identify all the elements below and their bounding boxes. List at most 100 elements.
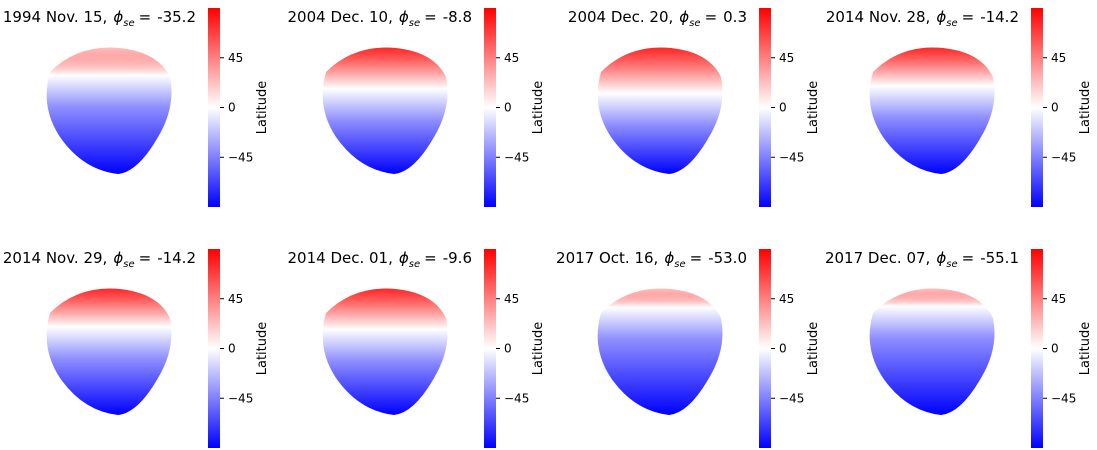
phi-symbol: ϕ xyxy=(664,249,674,267)
phi-subscript: se xyxy=(123,259,134,270)
phi-value: -8.8 xyxy=(443,8,472,26)
phi-subscript: se xyxy=(674,259,685,270)
colorbar-label: Latitude xyxy=(531,81,546,135)
phi-symbol: ϕ xyxy=(936,249,946,267)
colorbar-label: Latitude xyxy=(806,322,821,376)
colorbar xyxy=(759,8,771,207)
phi-symbol: ϕ xyxy=(936,8,946,26)
colorbar-tick-label: −45 xyxy=(1051,150,1076,164)
colorbar-tick-label: −45 xyxy=(504,391,529,405)
phi-sign: = xyxy=(424,249,437,267)
colorbar-tick-label: 0 xyxy=(228,342,236,356)
phi-value: 0.3 xyxy=(723,8,747,26)
title-date: 2017 Dec. 07, xyxy=(825,249,930,267)
phi-subscript: se xyxy=(689,18,700,29)
phi-subscript: se xyxy=(946,259,957,270)
phi-value: -14.2 xyxy=(157,249,196,267)
shape-model xyxy=(46,288,172,415)
colorbar xyxy=(208,8,220,207)
colorbar-label: Latitude xyxy=(1078,322,1093,376)
shape-model xyxy=(869,288,995,415)
phi-symbol: ϕ xyxy=(679,8,689,26)
colorbar-tick-label: 45 xyxy=(504,292,519,306)
title-date: 2004 Dec. 20, xyxy=(568,8,673,26)
panel-title: 2017 Oct. 16, ϕse = -53.0 xyxy=(556,249,747,270)
colorbar-tick-label: 45 xyxy=(1051,51,1066,65)
phi-value: -9.6 xyxy=(443,249,472,267)
colorbar xyxy=(208,249,220,448)
title-date: 2014 Nov. 29, xyxy=(3,249,107,267)
phi-symbol: ϕ xyxy=(399,8,409,26)
panel-title: 2014 Dec. 01, ϕse = -9.6 xyxy=(288,249,473,270)
colorbar-tick-label: 0 xyxy=(504,342,512,356)
panel: 2014 Dec. 01, ϕse = -9.6 −45 0 45 Latitude xyxy=(288,249,546,448)
phi-sign: = xyxy=(962,249,975,267)
colorbar-tick-label: 0 xyxy=(504,101,512,115)
colorbar xyxy=(759,249,771,448)
phi-sign: = xyxy=(424,8,437,26)
colorbar-label: Latitude xyxy=(255,322,270,376)
colorbar-tick-label: 45 xyxy=(504,51,519,65)
colorbar-tick-label: 45 xyxy=(1051,292,1066,306)
phi-subscript: se xyxy=(409,259,420,270)
colorbar xyxy=(484,8,496,207)
shape-model xyxy=(322,47,448,174)
colorbar-tick-label: 45 xyxy=(779,292,794,306)
phi-subscript: se xyxy=(123,18,134,29)
colorbar-label: Latitude xyxy=(1078,81,1093,135)
panel: 2004 Dec. 10, ϕse = -8.8 −45 0 45 Latitude xyxy=(288,8,546,207)
colorbar xyxy=(1031,249,1043,448)
phi-sign: = xyxy=(705,8,718,26)
panel: 1994 Nov. 15, ϕse = -35.2 −45 0 45 Latitude xyxy=(3,8,270,207)
phi-sign: = xyxy=(139,8,152,26)
phi-value: -55.1 xyxy=(980,249,1019,267)
title-date: 1994 Nov. 15, xyxy=(3,8,107,26)
title-date: 2014 Dec. 01, xyxy=(288,249,393,267)
panel: 2017 Oct. 16, ϕse = -53.0 −45 0 45 Latitude xyxy=(556,249,821,448)
phi-value: -53.0 xyxy=(708,249,747,267)
colorbar-tick-label: 0 xyxy=(228,101,236,115)
shape-model xyxy=(322,288,448,415)
panel-title: 2017 Dec. 07, ϕse = -55.1 xyxy=(825,249,1019,270)
panel-title: 2014 Nov. 28, ϕse = -14.2 xyxy=(826,8,1019,29)
phi-value: -14.2 xyxy=(980,8,1019,26)
shape-model xyxy=(869,47,995,174)
colorbar-tick-label: 0 xyxy=(779,342,787,356)
phi-subscript: se xyxy=(946,18,957,29)
panel-title: 2014 Nov. 29, ϕse = -14.2 xyxy=(3,249,196,270)
phi-sign: = xyxy=(690,249,703,267)
panel-title: 2004 Dec. 20, ϕse = 0.3 xyxy=(568,8,747,29)
colorbar-tick-label: −45 xyxy=(1051,391,1076,405)
phi-sign: = xyxy=(962,8,975,26)
panel-title: 1994 Nov. 15, ϕse = -35.2 xyxy=(3,8,196,29)
colorbar-label: Latitude xyxy=(255,81,270,135)
colorbar-tick-label: −45 xyxy=(779,391,804,405)
colorbar-tick-label: 45 xyxy=(228,51,243,65)
colorbar xyxy=(1031,8,1043,207)
shape-model xyxy=(597,288,723,415)
colorbar-tick-label: −45 xyxy=(228,150,253,164)
phi-value: -35.2 xyxy=(157,8,196,26)
shape-model xyxy=(597,47,723,174)
phi-symbol: ϕ xyxy=(113,8,123,26)
colorbar-tick-label: −45 xyxy=(228,391,253,405)
title-date: 2004 Dec. 10, xyxy=(288,8,393,26)
colorbar-tick-label: −45 xyxy=(779,150,804,164)
colorbar xyxy=(484,249,496,448)
title-date: 2017 Oct. 16, xyxy=(556,249,658,267)
colorbar-label: Latitude xyxy=(531,322,546,376)
panel: 2014 Nov. 28, ϕse = -14.2 −45 0 45 Latitude xyxy=(826,8,1093,207)
shape-model xyxy=(46,47,172,174)
panel: 2004 Dec. 20, ϕse = 0.3 −45 0 45 Latitude xyxy=(568,8,821,207)
colorbar-label: Latitude xyxy=(806,81,821,135)
colorbar-tick-label: 0 xyxy=(1051,101,1059,115)
panel-title: 2004 Dec. 10, ϕse = -8.8 xyxy=(288,8,473,29)
phi-symbol: ϕ xyxy=(399,249,409,267)
colorbar-tick-label: 45 xyxy=(228,292,243,306)
colorbar-tick-label: 0 xyxy=(779,101,787,115)
phi-subscript: se xyxy=(409,18,420,29)
phi-symbol: ϕ xyxy=(113,249,123,267)
panel: 2014 Nov. 29, ϕse = -14.2 −45 0 45 Latitude xyxy=(3,249,270,448)
phi-sign: = xyxy=(139,249,152,267)
